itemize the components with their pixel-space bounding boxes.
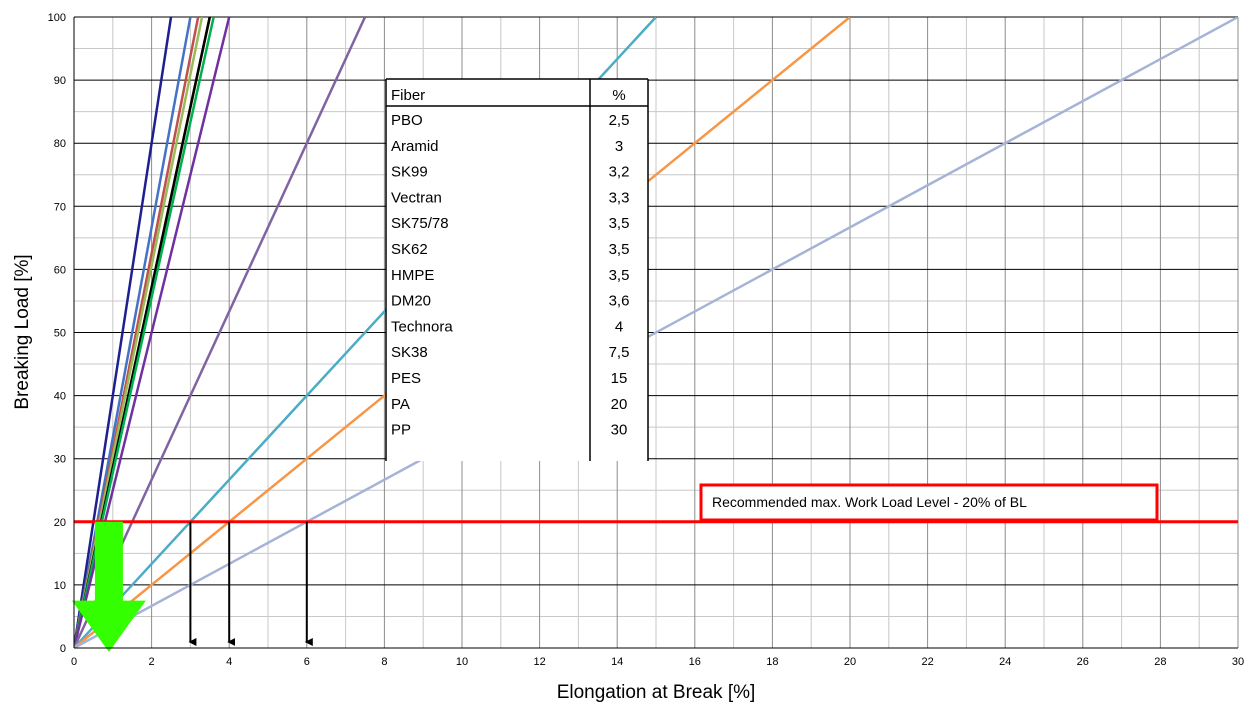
fiber-table-cell-fiber: PA <box>391 396 410 413</box>
x-tick-label: 22 <box>921 656 933 668</box>
x-tick-label: 20 <box>844 656 856 668</box>
work-load-annotation-box <box>699 483 1159 522</box>
x-tick-label: 24 <box>999 656 1011 668</box>
x-tick-label: 2 <box>149 656 155 668</box>
fiber-table-cell-percent: 3,3 <box>609 189 630 206</box>
y-tick-labels: 0 10 20 30 40 50 60 70 80 90 100 <box>48 12 66 655</box>
x-tick-label: 0 <box>71 656 77 668</box>
fiber-table-cell-percent: 3,2 <box>609 164 630 181</box>
series-line-pp <box>74 17 1238 648</box>
fiber-table-cell-percent: 3,5 <box>609 241 630 258</box>
y-axis-label: Breaking Load [%] <box>12 254 33 409</box>
y-tick-label: 60 <box>54 264 66 276</box>
fiber-table: Fiber % PBO 2,5 Aramid 3 SK99 3,2 Vectran 3,3 SK… <box>385 78 649 461</box>
x-tick-label: 30 <box>1232 656 1244 668</box>
y-tick-label: 10 <box>54 580 66 592</box>
series-line-aramid <box>74 17 192 648</box>
x-tick-label: 28 <box>1154 656 1166 668</box>
fiber-table-cell-fiber: PP <box>391 422 411 439</box>
series-line-pbo <box>74 17 173 648</box>
green-down-arrow-icon <box>71 521 146 652</box>
fiber-table-cell-percent: 3 <box>615 138 623 155</box>
fiber-table-cell-fiber: PBO <box>391 112 423 129</box>
fiber-table-cell-percent: 2,5 <box>609 112 630 129</box>
x-tick-labels: 0 2 4 6 8 10 12 14 16 18 20 22 24 26 28 30 <box>71 656 1244 668</box>
y-tick-label: 40 <box>54 391 66 403</box>
fiber-table-header-percent: % <box>612 87 625 104</box>
y-tick-label: 20 <box>54 517 66 529</box>
y-tick-label: 70 <box>54 201 66 213</box>
y-tick-label: 50 <box>54 328 66 340</box>
x-tick-label: 16 <box>689 656 701 668</box>
y-tick-label: 80 <box>54 138 66 150</box>
fiber-table-cell-percent: 30 <box>611 422 628 439</box>
fiber-table-cell-fiber: SK75/78 <box>391 215 449 232</box>
y-tick-label: 0 <box>60 643 66 655</box>
fiber-table-cell-fiber: DM20 <box>391 293 431 310</box>
x-tick-label: 10 <box>456 656 468 668</box>
x-tick-label: 12 <box>533 656 545 668</box>
work-load-annotation-text: Recommended max. Work Load Level - 20% o… <box>712 494 1027 510</box>
x-axis-label: Elongation at Break [%] <box>557 682 756 703</box>
fiber-table-cell-fiber: Technora <box>391 318 453 335</box>
drop-arrows <box>188 521 313 646</box>
y-tick-label: 90 <box>54 75 66 87</box>
fiber-table-cell-percent: 20 <box>611 396 628 413</box>
fiber-table-cell-fiber: SK99 <box>391 164 428 181</box>
fiber-table-cell-percent: 4 <box>615 318 623 335</box>
fiber-table-rows: PBO 2,5 Aramid 3 SK99 3,2 Vectran 3,3 SK75/78 3,5… <box>391 112 629 439</box>
y-tick-label: 100 <box>48 12 66 24</box>
fiber-table-cell-fiber: Vectran <box>391 189 442 206</box>
fiber-table-cell-percent: 15 <box>611 370 628 387</box>
x-tick-label: 8 <box>381 656 387 668</box>
x-tick-label: 6 <box>304 656 310 668</box>
x-tick-label: 18 <box>766 656 778 668</box>
fiber-table-cell-fiber: PES <box>391 370 421 387</box>
fiber-table-header-fiber: Fiber <box>391 87 425 104</box>
x-tick-label: 4 <box>226 656 232 668</box>
y-tick-label: 30 <box>54 454 66 466</box>
fiber-table-cell-percent: 3,5 <box>609 267 630 284</box>
fiber-table-cell-fiber: SK62 <box>391 241 428 258</box>
fiber-table-cell-fiber: Aramid <box>391 138 439 155</box>
fiber-table-cell-fiber: HMPE <box>391 267 434 284</box>
x-tick-label: 26 <box>1077 656 1089 668</box>
fiber-table-cell-percent: 3,6 <box>609 293 630 310</box>
fiber-table-cell-percent: 3,5 <box>609 215 630 232</box>
fiber-table-cell-percent: 7,5 <box>609 344 630 361</box>
fiber-table-cell-fiber: SK38 <box>391 344 428 361</box>
fiber-table-background <box>386 79 648 461</box>
x-tick-label: 14 <box>611 656 623 668</box>
